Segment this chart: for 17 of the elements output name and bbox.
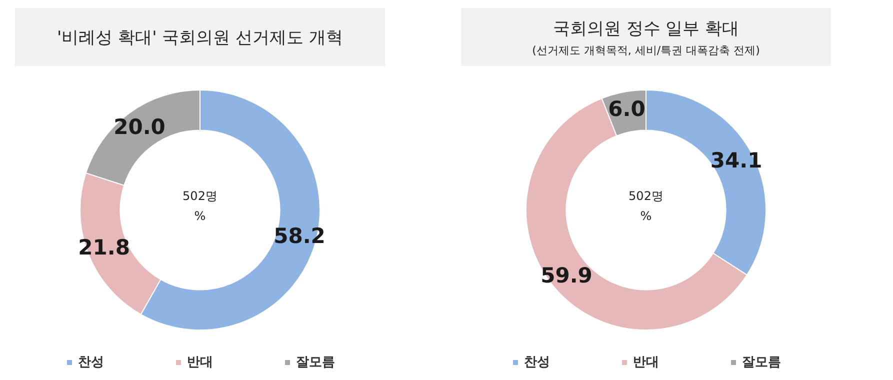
chart-title: 국회의원 정수 일부 확대	[552, 18, 740, 40]
data-label: 20.0	[114, 114, 166, 139]
legend-label: 반대	[633, 355, 659, 370]
text: 502명	[182, 189, 218, 203]
legend-label: 잘모름	[742, 355, 781, 370]
legend-label: 잘모름	[296, 355, 335, 370]
data-label: 21.8	[78, 235, 130, 260]
legend-label: 반대	[187, 355, 213, 370]
text: %	[640, 209, 652, 223]
legend-label: 찬성	[78, 355, 104, 370]
text: %	[194, 209, 206, 223]
data-label: 6.0	[608, 96, 646, 121]
chart-subtitle: (선거제도 개혁목적, 세비/특권 대폭감축 전제)	[532, 42, 760, 58]
text: 502명	[628, 189, 664, 203]
data-label: 59.9	[540, 263, 592, 288]
legend-label: 찬성	[524, 355, 550, 370]
chart-title: '비례성 확대' 국회의원 선거제도 개혁	[57, 26, 343, 48]
